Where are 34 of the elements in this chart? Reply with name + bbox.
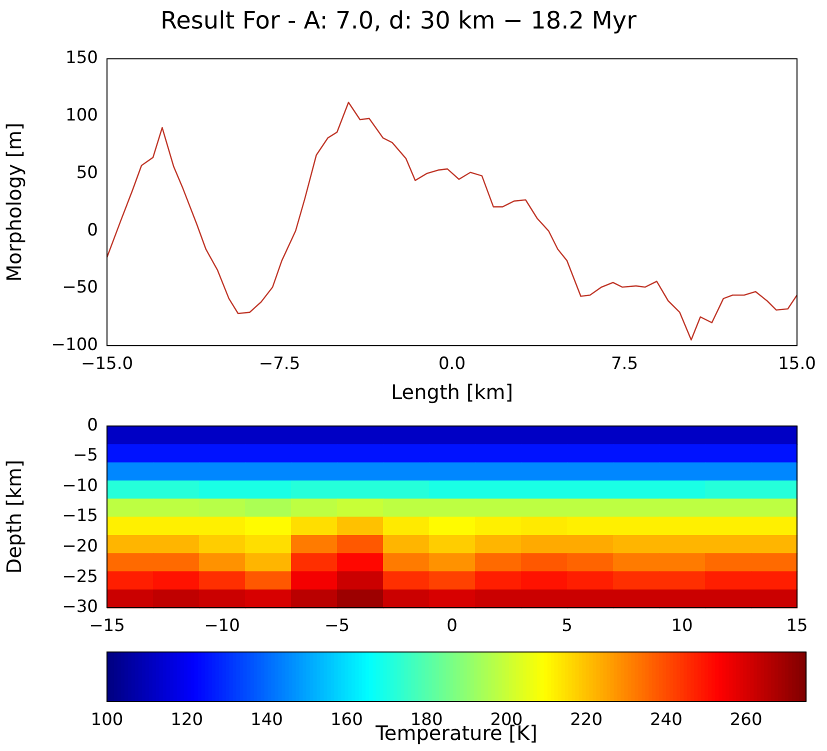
y-tick-label: −20	[62, 536, 98, 556]
x-tick-label: −7.5	[258, 354, 300, 374]
x-tick-label: 7.5	[610, 354, 638, 374]
y-tick-label: −30	[62, 597, 98, 618]
color-bar-label: 220	[570, 710, 603, 730]
y-tick-label: 150	[66, 48, 98, 68]
color-bar-label: 260	[730, 710, 762, 730]
y-tick-label: −25	[62, 566, 98, 587]
y-tick-label: −10	[62, 476, 98, 496]
x-tick-label: −5	[324, 616, 350, 636]
y-tick-label: −15	[62, 506, 98, 526]
x-tick-label: −15.0	[80, 354, 134, 374]
x-tick-label: −10	[204, 616, 240, 636]
y-tick-label: −50	[62, 278, 98, 298]
x-tick-label: 5	[562, 616, 572, 636]
y-axis-title: Morphology [m]	[2, 122, 26, 282]
x-tick-label: 0	[446, 616, 458, 636]
y-tick-label: 100	[66, 106, 98, 126]
y-tick-label: 50	[76, 162, 98, 183]
x-tick-label: 15.0	[778, 354, 816, 374]
y-tick-label: 0	[87, 220, 98, 240]
color-bar-label: 240	[650, 710, 682, 730]
x-tick-label: 10	[671, 616, 693, 636]
y-tick-label: −100	[51, 335, 98, 356]
y-axis-title: Depth [km]	[2, 460, 26, 574]
x-axis-title: Length [km]	[390, 380, 514, 404]
y-tick-label: −5	[72, 446, 98, 466]
y-tick-label: 0	[87, 415, 98, 436]
chart-title: Result For - A: 7.0, d: 30 km − 18.2 Myr	[160, 6, 637, 35]
color-bar-label: 140	[250, 710, 283, 730]
x-tick-label: 15	[786, 616, 808, 636]
color-bar-label: 120	[170, 710, 204, 730]
color-bar-label: 160	[330, 710, 363, 730]
x-tick-label: 0.0	[438, 354, 466, 374]
